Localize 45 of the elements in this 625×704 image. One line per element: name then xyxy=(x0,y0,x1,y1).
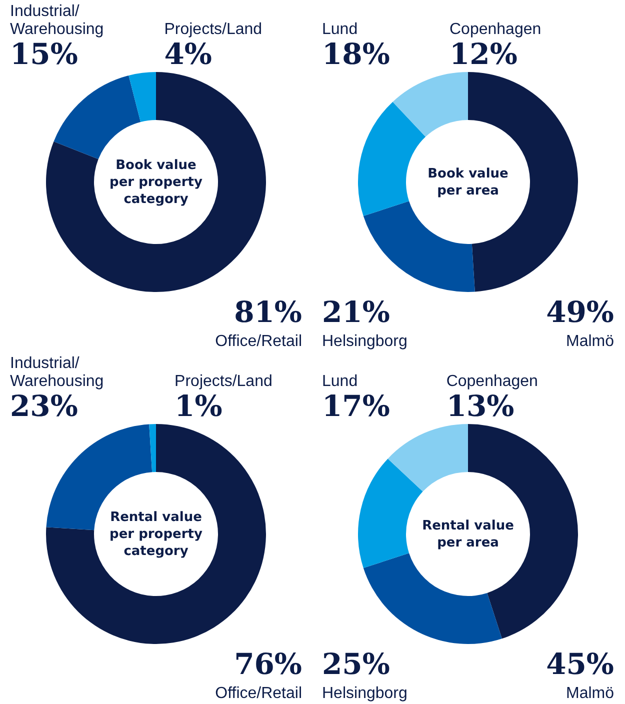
data-label: 81% xyxy=(234,295,302,329)
slice-label: Malmö xyxy=(566,333,614,350)
text: Book value per property category xyxy=(110,158,203,207)
data-label: 45% xyxy=(546,647,614,681)
data-label: 17% xyxy=(322,389,390,423)
slice-label: Helsingborg xyxy=(322,685,408,702)
text: Rental value per area xyxy=(422,518,514,550)
donut-slice xyxy=(468,72,578,292)
slice-label: Copenhagen xyxy=(450,21,542,38)
data-label: 1% xyxy=(174,389,222,423)
text: Rental value per property category xyxy=(110,510,203,559)
slice-label: Lund xyxy=(322,373,358,390)
donut-slice xyxy=(358,458,423,568)
slice-label: Projects/Land xyxy=(164,21,262,38)
donut-slice xyxy=(54,75,141,160)
donut-slice xyxy=(128,72,156,122)
slice-label: Helsingborg xyxy=(322,333,408,350)
donut-slice xyxy=(363,201,475,292)
donut-slice xyxy=(388,424,468,492)
data-label: 4% xyxy=(164,37,212,71)
data-label: 15% xyxy=(10,37,78,71)
data-label: 21% xyxy=(322,295,390,329)
slice-label: Office/Retail xyxy=(215,333,302,350)
data-label: 76% xyxy=(234,647,302,681)
data-label: 18% xyxy=(322,37,390,71)
slice-label: Copenhagen xyxy=(446,373,538,390)
data-label: 23% xyxy=(10,389,78,423)
slice-label: Industrial/Warehousing xyxy=(10,355,104,390)
slice-label: Lund xyxy=(322,21,358,38)
data-label: 12% xyxy=(450,37,518,71)
data-label: 13% xyxy=(446,389,514,423)
donut-slice xyxy=(149,424,156,472)
slice-label: Malmö xyxy=(566,685,614,702)
text: Book value per area xyxy=(428,166,509,198)
data-label: 49% xyxy=(546,295,614,329)
donut-slice xyxy=(46,424,266,644)
slice-label: Industrial/Warehousing xyxy=(10,3,104,38)
slice-label: Projects/Land xyxy=(174,373,272,390)
slice-label: Office/Retail xyxy=(215,685,302,702)
donut-slice xyxy=(363,553,502,644)
donut-slice xyxy=(392,72,468,137)
donut-slice xyxy=(468,424,578,639)
donut-slice xyxy=(358,102,426,216)
data-label: 25% xyxy=(322,647,390,681)
donut-slice xyxy=(46,72,266,292)
